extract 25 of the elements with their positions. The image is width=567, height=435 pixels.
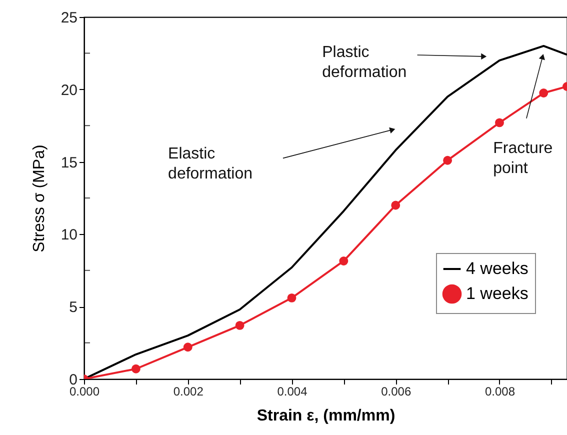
point [391, 200, 400, 210]
x-axis-title: Strain ε, (mm/mm) [256, 408, 396, 424]
x-tick-label: 0.008 [484, 384, 516, 398]
y-tick-label: 20 [60, 82, 78, 99]
point [183, 342, 192, 352]
annotation: Elastic deformation [168, 146, 253, 183]
point [539, 88, 548, 98]
annotation: Fracture point [493, 140, 553, 178]
point [495, 118, 504, 128]
point [339, 256, 348, 266]
x-tick-label: 0.002 [173, 384, 204, 398]
x-tick-label: 0.006 [381, 384, 412, 398]
point [235, 320, 244, 330]
point [131, 364, 140, 374]
point [443, 156, 452, 165]
y-axis-title: Stress σ (MPa) [30, 144, 48, 252]
legend-label: 4 weeks [466, 259, 528, 278]
legend-label: 1 weeks [466, 284, 528, 303]
y-tick-label: 15 [60, 154, 78, 172]
y-tick-label: 10 [60, 226, 78, 244]
point [287, 293, 296, 302]
x-tick-label: 0.004 [277, 384, 308, 398]
y-tick-label: 5 [69, 299, 78, 316]
y-tick-label: 25 [60, 10, 78, 26]
annotation: Plastic deformation [322, 44, 407, 82]
